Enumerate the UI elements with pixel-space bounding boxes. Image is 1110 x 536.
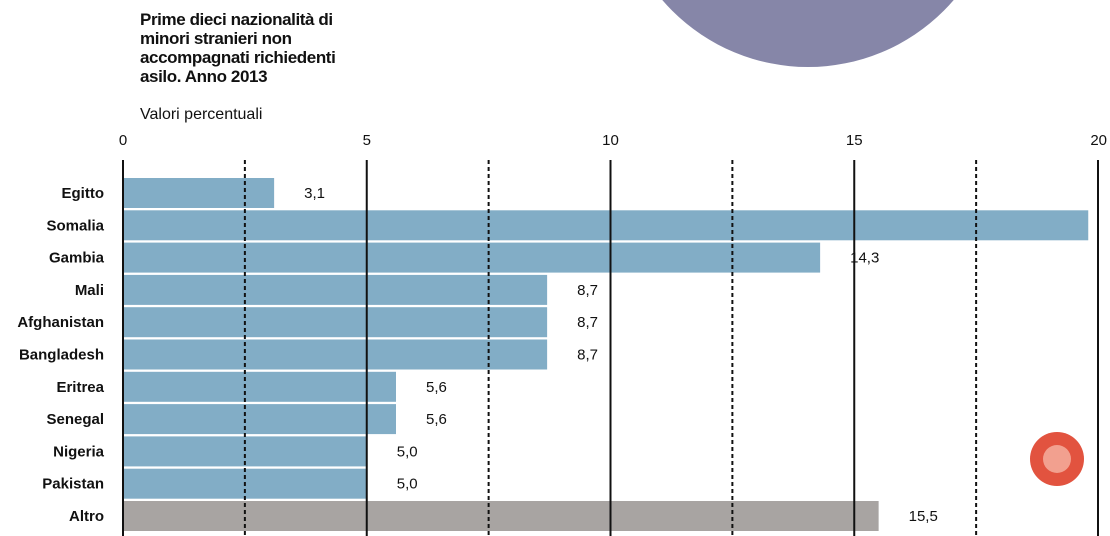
logo	[1030, 432, 1084, 486]
bar	[123, 307, 548, 338]
value-label: 8,7	[577, 346, 598, 363]
value-label: 3,1	[304, 185, 325, 202]
bar	[123, 501, 879, 531]
value-label: 15,5	[909, 508, 938, 525]
bar	[123, 178, 275, 208]
x-tick-label: 20	[1090, 132, 1107, 149]
bar	[123, 210, 1089, 241]
y-tick-label: Nigeria	[53, 443, 105, 460]
chart-title: Prime dieci nazionalità di minori strani…	[140, 10, 336, 86]
y-tick-label: Afghanistan	[17, 314, 104, 331]
y-tick-label: Egitto	[62, 185, 105, 202]
bar	[123, 371, 396, 402]
y-tick-label: Mali	[75, 282, 104, 299]
bar	[123, 242, 821, 273]
bar	[123, 274, 548, 305]
bar	[123, 404, 396, 435]
chart-subtitle: Valori percentuali	[140, 106, 263, 123]
value-label: 14,3	[850, 250, 879, 267]
y-tick-label: Pakistan	[42, 476, 104, 493]
decoration-circle	[662, 0, 954, 67]
x-tick-label: 5	[363, 132, 371, 149]
value-label: 5,0	[397, 476, 418, 493]
value-label: 5,0	[397, 443, 418, 460]
x-tick-label: 10	[602, 132, 619, 149]
y-tick-label: Gambia	[49, 250, 105, 267]
value-label: 5,6	[426, 411, 447, 428]
y-tick-label: Somalia	[46, 217, 104, 234]
x-tick-label: 0	[119, 132, 127, 149]
y-tick-label: Altro	[69, 508, 104, 525]
y-tick-label: Bangladesh	[19, 346, 104, 363]
value-label: 8,7	[577, 282, 598, 299]
y-tick-label: Eritrea	[56, 379, 104, 396]
y-tick-label: Senegal	[46, 411, 104, 428]
bar	[123, 339, 548, 370]
x-tick-label: 15	[846, 132, 863, 149]
value-label: 5,6	[426, 379, 447, 396]
value-label: 8,7	[577, 314, 598, 331]
